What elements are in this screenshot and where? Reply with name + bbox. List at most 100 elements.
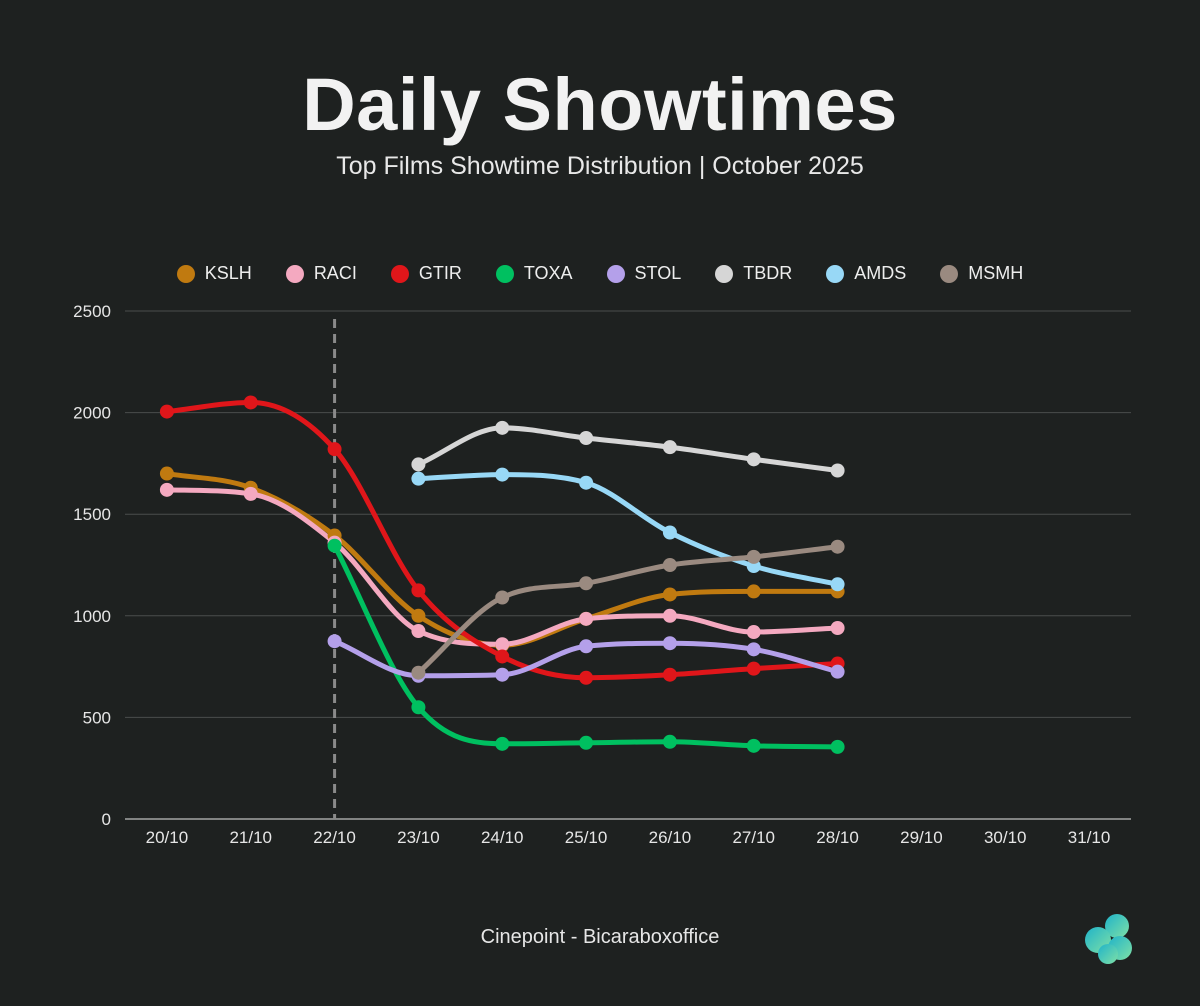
data-point-gtir xyxy=(411,583,426,598)
y-tick-label: 2000 xyxy=(73,404,111,423)
data-point-stol xyxy=(662,636,677,651)
legend-label: RACI xyxy=(313,263,357,283)
x-tick-label: 30/10 xyxy=(984,828,1027,847)
data-point-raci xyxy=(746,625,761,640)
y-tick-label: 500 xyxy=(83,708,111,727)
data-point-msmh xyxy=(579,576,594,591)
y-tick-label: 2500 xyxy=(73,302,111,321)
data-point-toxa xyxy=(579,735,594,750)
data-point-stol xyxy=(746,642,761,657)
data-point-toxa xyxy=(411,700,426,715)
page-subtitle: Top Films Showtime Distribution | Octobe… xyxy=(336,152,864,180)
series-line-tbdr xyxy=(415,425,841,474)
legend-label: GTIR xyxy=(418,263,462,283)
data-point-amds xyxy=(411,471,426,486)
legend-item: TBDR xyxy=(715,263,792,284)
data-point-toxa xyxy=(327,538,342,553)
data-point-gtir xyxy=(746,661,761,676)
legend-swatch xyxy=(176,264,195,283)
data-point-tbdr xyxy=(746,452,761,467)
data-point-gtir xyxy=(662,667,677,682)
data-point-toxa xyxy=(662,734,677,749)
data-point-kslh xyxy=(159,466,174,481)
data-point-msmh xyxy=(746,549,761,564)
legend-item: RACI xyxy=(285,263,357,284)
data-point-kslh xyxy=(746,584,761,599)
legend-label: TOXA xyxy=(523,263,573,283)
y-tick-label: 0 xyxy=(102,810,111,829)
x-tick-label: 24/10 xyxy=(481,828,524,847)
legend-item: KSLH xyxy=(176,263,252,284)
data-point-raci xyxy=(411,624,426,639)
legend-item: STOL xyxy=(606,263,682,284)
legend-swatch xyxy=(390,264,409,283)
data-point-stol xyxy=(327,634,342,649)
data-point-raci xyxy=(159,482,174,497)
data-point-stol xyxy=(495,667,510,682)
legend-label: TBDR xyxy=(743,263,793,283)
x-tick-label: 21/10 xyxy=(229,828,272,847)
legend-item: GTIR xyxy=(390,263,462,284)
legend-swatch xyxy=(495,264,514,283)
x-tick-label: 20/10 xyxy=(146,828,189,847)
data-point-tbdr xyxy=(411,457,426,472)
data-point-tbdr xyxy=(579,431,594,445)
series-line-amds xyxy=(415,472,841,587)
data-point-raci xyxy=(662,608,677,623)
legend-item: AMDS xyxy=(826,263,906,284)
x-tick-label: 29/10 xyxy=(900,828,943,847)
series-line-gtir xyxy=(164,399,841,681)
data-point-tbdr xyxy=(495,420,510,435)
legend-swatch xyxy=(826,264,845,283)
data-point-tbdr xyxy=(662,440,677,455)
x-tick-label: 23/10 xyxy=(397,828,440,847)
data-point-amds xyxy=(830,577,845,592)
x-tick-label: 27/10 xyxy=(732,828,775,847)
data-point-stol xyxy=(579,639,594,654)
legend-swatch xyxy=(285,264,304,283)
series-line-raci xyxy=(164,487,841,647)
data-point-msmh xyxy=(662,558,677,572)
data-point-gtir xyxy=(495,649,510,664)
data-point-gtir xyxy=(327,442,342,457)
data-point-raci xyxy=(243,486,258,501)
data-point-msmh xyxy=(830,539,845,554)
page-title: Daily Showtimes xyxy=(302,63,898,146)
source-credit: Cinepoint - Bicaraboxoffice xyxy=(480,926,720,948)
series-line-msmh xyxy=(415,544,841,676)
x-tick-label: 22/10 xyxy=(313,828,356,847)
legend-swatch xyxy=(715,264,734,283)
legend-label: AMDS xyxy=(854,263,907,283)
data-point-msmh xyxy=(495,590,510,605)
x-tick-label: 26/10 xyxy=(649,828,692,847)
data-point-toxa xyxy=(746,738,761,753)
legend-label: STOL xyxy=(634,263,682,283)
x-tick-label: 25/10 xyxy=(565,828,608,847)
x-tick-label: 31/10 xyxy=(1068,828,1111,847)
data-point-gtir xyxy=(579,670,594,685)
data-point-toxa xyxy=(495,736,510,751)
legend-label: KSLH xyxy=(204,263,252,283)
legend-swatch xyxy=(940,264,959,283)
data-point-amds xyxy=(495,467,510,482)
data-point-gtir xyxy=(243,395,258,410)
data-point-msmh xyxy=(411,665,426,680)
data-point-gtir xyxy=(159,404,174,419)
x-tick-label: 28/10 xyxy=(816,828,859,847)
data-point-stol xyxy=(830,664,845,679)
legend-swatch xyxy=(606,264,625,283)
legend-label: MSMH xyxy=(968,263,1024,283)
data-point-raci xyxy=(579,611,594,626)
cloud-logo-icon xyxy=(1085,914,1132,964)
data-point-tbdr xyxy=(830,463,845,478)
data-point-amds xyxy=(662,525,677,540)
y-tick-label: 1500 xyxy=(73,505,111,524)
y-tick-label: 1000 xyxy=(73,607,111,626)
data-point-toxa xyxy=(830,739,845,754)
data-point-kslh xyxy=(411,608,426,623)
data-point-raci xyxy=(830,620,845,635)
legend-item: TOXA xyxy=(495,263,573,284)
legend-item: MSMH xyxy=(940,263,1023,284)
chart-legend: KSLH RACI GTIR TOXA STOL TBDR AMDS MSMH xyxy=(0,263,1200,284)
